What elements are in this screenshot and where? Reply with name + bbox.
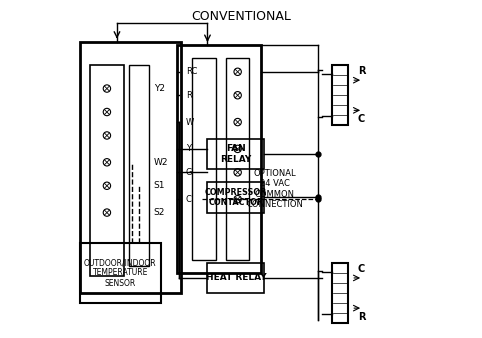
Bar <box>332 65 348 125</box>
Bar <box>207 139 265 169</box>
Bar <box>177 45 261 273</box>
Text: FAN
RELAY: FAN RELAY <box>220 144 252 164</box>
Bar <box>226 58 249 260</box>
Text: W: W <box>186 118 194 126</box>
Text: R: R <box>358 66 365 76</box>
Bar <box>80 42 181 293</box>
Bar <box>207 183 265 213</box>
Text: COMPRESSOR
CONTACTOR: COMPRESSOR CONTACTOR <box>205 188 267 207</box>
Text: S1: S1 <box>154 181 165 190</box>
Text: G: G <box>186 168 192 177</box>
Text: OUTDOOR/INDOOR
TEMPERATURE
SENSOR: OUTDOOR/INDOOR TEMPERATURE SENSOR <box>84 258 157 288</box>
Text: RC: RC <box>186 67 197 76</box>
Text: S2: S2 <box>154 208 165 217</box>
Text: C: C <box>358 264 365 274</box>
Bar <box>80 243 161 303</box>
Text: R: R <box>358 312 365 322</box>
Bar <box>129 65 149 266</box>
Bar <box>192 58 216 260</box>
Text: C: C <box>358 114 365 124</box>
Bar <box>332 263 348 323</box>
Bar <box>207 263 265 293</box>
Text: CONVENTIONAL: CONVENTIONAL <box>191 10 291 23</box>
Text: Y2: Y2 <box>154 84 165 93</box>
Bar <box>90 65 124 276</box>
Text: W2: W2 <box>154 158 168 167</box>
Text: HEAT RELAY: HEAT RELAY <box>206 273 266 283</box>
Text: C: C <box>186 195 191 204</box>
Text: Y: Y <box>186 144 191 153</box>
Text: R: R <box>186 91 191 100</box>
Text: OPTIONAL
24 VAC
COMMON
CONNECTION: OPTIONAL 24 VAC COMMON CONNECTION <box>246 169 303 209</box>
